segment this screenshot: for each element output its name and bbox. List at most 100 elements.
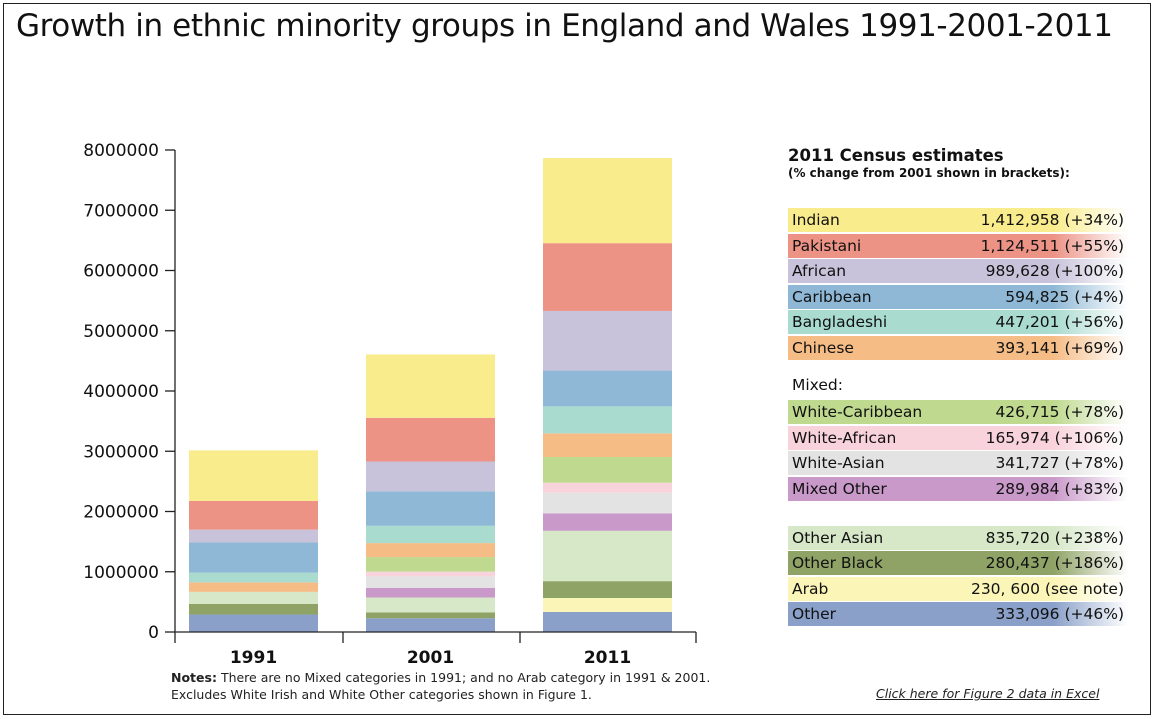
legend-row-other: Other 333,096 (+46%) bbox=[788, 602, 1128, 626]
bar-segment-2011-other-black bbox=[543, 581, 672, 599]
legend-row-label: Pakistani bbox=[792, 237, 862, 255]
legend-row-value: 393,141 (+69%) bbox=[995, 339, 1124, 357]
bar-segment-2011-pakistani bbox=[543, 243, 672, 311]
x-tick-label: 2001 bbox=[407, 648, 454, 668]
bar-segment-1991-other bbox=[189, 614, 318, 632]
bar-segment-2001-african bbox=[366, 461, 495, 492]
legend-row-value: 447,201 (+56%) bbox=[995, 313, 1124, 331]
legend-row-label: Bangladeshi bbox=[792, 313, 888, 331]
legend-row-mixed-other: Mixed Other 289,984 (+83%) bbox=[788, 477, 1128, 501]
legend-title: 2011 Census estimates bbox=[788, 146, 1004, 165]
legend-row-caribbean: Caribbean 594,825 (+4%) bbox=[788, 285, 1128, 309]
legend-row-white-asian: White-Asian 341,727 (+78%) bbox=[788, 451, 1128, 475]
legend-row-value: 1,412,958 (+34%) bbox=[980, 211, 1124, 229]
legend-row-value: 341,727 (+78%) bbox=[995, 454, 1124, 472]
bar-segment-2011-white-asian bbox=[543, 492, 672, 514]
y-tick-label: 8000000 bbox=[83, 141, 159, 161]
legend-row-value: 289,984 (+83%) bbox=[995, 480, 1124, 498]
notes-line-1: There are no Mixed categories in 1991; a… bbox=[220, 670, 711, 685]
legend-row-value: 835,720 (+238%) bbox=[985, 529, 1124, 547]
legend-row-value: 230, 600 (see note) bbox=[970, 580, 1124, 598]
bar-segment-1991-african bbox=[189, 529, 318, 543]
legend-row-other-black: Other Black 280,437 (+186%) bbox=[788, 551, 1128, 575]
y-tick-label: 7000000 bbox=[83, 201, 159, 221]
bar-segment-2011-caribbean bbox=[543, 370, 672, 407]
legend-row-value: 333,096 (+46%) bbox=[995, 605, 1124, 623]
bar-segment-2011-white-african bbox=[543, 482, 672, 493]
bar-segment-2001-other bbox=[366, 618, 495, 632]
legend-row-value: 1,124,511 (+55%) bbox=[980, 237, 1124, 255]
legend-row-value: 426,715 (+78%) bbox=[995, 403, 1124, 421]
bar-segment-1991-indian bbox=[189, 450, 318, 501]
notes-line-2: Excludes White Irish and White Other cat… bbox=[171, 687, 592, 702]
bar-segment-2001-white-caribbean bbox=[366, 557, 495, 572]
legend-row-label: White-Asian bbox=[792, 454, 885, 472]
y-tick-label: 1000000 bbox=[83, 563, 159, 583]
legend-row-label: Mixed Other bbox=[792, 480, 887, 498]
legend-row-value: 989,628 (+100%) bbox=[985, 262, 1124, 280]
legend-row-label: White-Caribbean bbox=[792, 403, 923, 421]
bar-segment-2001-other-black bbox=[366, 612, 495, 619]
bar-segment-2001-indian bbox=[366, 354, 495, 418]
legend-row-label: White-African bbox=[792, 429, 897, 447]
x-tick-label: 1991 bbox=[230, 648, 277, 668]
y-tick-label: 6000000 bbox=[83, 262, 159, 282]
y-tick-label: 2000000 bbox=[83, 503, 159, 523]
legend-row-white-caribbean: White-Caribbean 426,715 (+78%) bbox=[788, 400, 1128, 424]
y-tick-label: 4000000 bbox=[83, 382, 159, 402]
bar-segment-2011-bangladeshi bbox=[543, 406, 672, 434]
bar-segment-2001-pakistani bbox=[366, 417, 495, 462]
bar-segment-2001-other-asian bbox=[366, 597, 495, 613]
bar-segment-2011-arab bbox=[543, 598, 672, 612]
legend-row-value: 594,825 (+4%) bbox=[1005, 288, 1124, 306]
excel-data-link[interactable]: Click here for Figure 2 data in Excel bbox=[876, 686, 1100, 701]
bar-segment-2001-white-african bbox=[366, 571, 495, 577]
legend-panel: 2011 Census estimates (% change from 200… bbox=[788, 146, 1128, 626]
bar-segment-2001-bangladeshi bbox=[366, 525, 495, 544]
bar-segment-2011-other-asian bbox=[543, 530, 672, 582]
legend-row-pakistani: Pakistani 1,124,511 (+55%) bbox=[788, 234, 1128, 258]
legend-row-label: Other Asian bbox=[792, 529, 884, 547]
chart-notes: Notes: There are no Mixed categories in … bbox=[171, 669, 710, 703]
legend-row-bangladeshi: Bangladeshi 447,201 (+56%) bbox=[788, 310, 1128, 334]
legend-row-label: Other bbox=[792, 605, 837, 623]
bar-segment-2011-chinese bbox=[543, 433, 672, 458]
bar-segment-1991-chinese bbox=[189, 582, 318, 592]
legend-row-label: Caribbean bbox=[792, 288, 872, 306]
bar-segment-1991-other-black bbox=[189, 603, 318, 615]
legend-row-label: Arab bbox=[792, 580, 829, 598]
legend-row-label: Indian bbox=[792, 211, 840, 229]
bar-segment-1991-other-asian bbox=[189, 591, 318, 604]
legend-mixed-label: Mixed: bbox=[792, 376, 843, 394]
bar-segment-2001-chinese bbox=[366, 543, 495, 558]
bar-segment-2001-mixed-other bbox=[366, 587, 495, 598]
legend-subtitle: (% change from 2001 shown in brackets): bbox=[788, 166, 1070, 180]
legend-row-arab: Arab 230, 600 (see note) bbox=[788, 577, 1128, 601]
bar-segment-2011-white-caribbean bbox=[543, 457, 672, 483]
legend-row-african: African 989,628 (+100%) bbox=[788, 259, 1128, 283]
legend-row-label: Other Black bbox=[792, 554, 883, 572]
bar-segment-2011-indian bbox=[543, 158, 672, 244]
y-tick-label: 3000000 bbox=[83, 442, 159, 462]
legend-row-white-african: White-African 165,974 (+106%) bbox=[788, 426, 1128, 450]
legend-row-value: 280,437 (+186%) bbox=[985, 554, 1124, 572]
bar-segment-1991-pakistani bbox=[189, 500, 318, 530]
y-tick-label: 0 bbox=[148, 623, 159, 643]
bar-segment-1991-bangladeshi bbox=[189, 572, 318, 583]
notes-label: Notes: bbox=[171, 670, 217, 685]
x-tick-label: 2011 bbox=[584, 648, 631, 668]
legend-row-value: 165,974 (+106%) bbox=[985, 429, 1124, 447]
y-tick-label: 5000000 bbox=[83, 322, 159, 342]
legend-row-chinese: Chinese 393,141 (+69%) bbox=[788, 336, 1128, 360]
bar-segment-2011-mixed-other bbox=[543, 513, 672, 531]
legend-row-other-asian: Other Asian 835,720 (+238%) bbox=[788, 526, 1128, 550]
figure-frame bbox=[3, 3, 1151, 715]
bar-segment-2011-african bbox=[543, 310, 672, 371]
legend-row-label: African bbox=[792, 262, 847, 280]
chart-title: Growth in ethnic minority groups in Engl… bbox=[16, 8, 1113, 44]
legend-row-indian: Indian 1,412,958 (+34%) bbox=[788, 208, 1128, 232]
legend-row-label: Chinese bbox=[792, 339, 854, 357]
bar-segment-2001-white-asian bbox=[366, 576, 495, 588]
bar-segment-2001-caribbean bbox=[366, 491, 495, 526]
